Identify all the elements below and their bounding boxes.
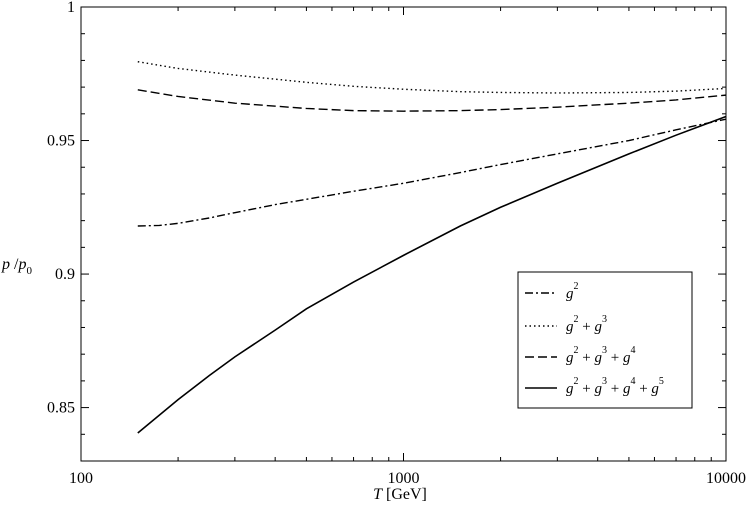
series-line-2 [137,61,727,94]
legend-box [517,271,693,409]
x-tick-label: 10000 [706,470,746,487]
series-group [137,61,727,434]
axes: 100 1000 10000 0.85 0.9 0.95 1 [47,0,746,487]
legend-label-3: g2 + g3 + g4 [566,345,635,366]
series-line-4 [137,115,727,434]
x-axis-title: T [GeV] [373,486,427,503]
y-tick-label: 0.95 [47,133,75,150]
legend-label-1: g2 [566,281,579,302]
legend-label-2: g2 + g3 [566,314,607,335]
y-axis-title: p /p0 [1,256,32,277]
y-tick-label: 1 [67,0,75,16]
y-tick-label: 0.85 [47,400,75,417]
legend: g2 g2 + g3 g2 + g3 + g4 g2 + g3 + g4 + g5 [517,271,693,409]
series-line-1 [137,118,727,227]
legend-label-4: g2 + g3 + g4 + g5 [566,376,664,397]
series-line-3 [137,89,727,112]
y-tick-label: 0.9 [55,266,75,283]
x-tick-label: 1000 [388,470,420,487]
x-tick-label: 100 [69,470,93,487]
